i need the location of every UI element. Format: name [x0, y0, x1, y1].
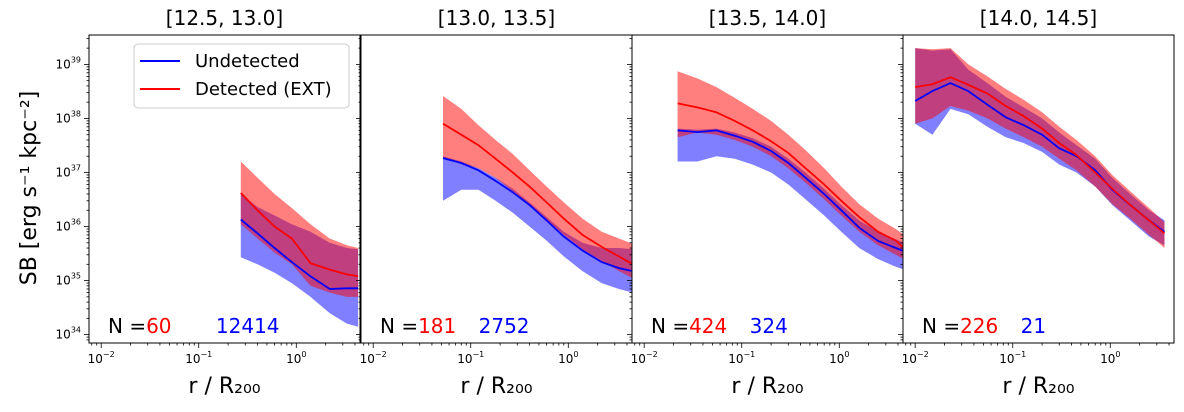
x-axis-title: r / R₂₀₀: [731, 374, 803, 399]
detected-line: [677, 102, 903, 249]
detected-line: [915, 76, 1166, 234]
panel-title: [12.5, 13.0]: [166, 6, 283, 30]
legend-label-detected: Detected (EXT): [195, 79, 332, 100]
x-axis-title: r / R₂₀₀: [188, 374, 260, 399]
panel-title: [13.0, 13.5]: [438, 6, 555, 30]
x-axis: 10−2 10−1 100: [360, 343, 628, 366]
panel-4: [14.0, 14.5] 10−2 10−1 100 r / R₂₀₀ N =226 21: [898, 6, 1175, 399]
detected-band: [443, 96, 632, 278]
legend-box: [133, 43, 350, 109]
x-tick-label: 100: [286, 350, 306, 366]
y-tick-label: 1038: [56, 109, 81, 125]
x-tick-label: 10−2: [360, 350, 387, 366]
panel-data: [442, 96, 632, 293]
undetected-line: [677, 129, 903, 252]
count-label: N =181 2752: [380, 314, 530, 338]
x-tick-label: 10−2: [88, 350, 115, 366]
y-tick-label: 1034: [56, 326, 81, 342]
panel-data: [240, 161, 359, 327]
panel-data: [677, 71, 903, 270]
y-tick-label: 1039: [56, 55, 81, 71]
undetected-line: [442, 157, 632, 272]
x-tick-label: 10−2: [631, 350, 658, 366]
undetected-band: [443, 156, 632, 293]
x-tick-label: 10−1: [185, 350, 212, 366]
x-tick-label: 10−2: [902, 350, 929, 366]
count-label: N =424 324: [651, 314, 788, 338]
panel-3: [13.5, 14.0] 10−2 10−1 100 r / R₂₀₀ N =424 32…: [627, 6, 904, 399]
y-tick-label: 1035: [56, 272, 81, 288]
count-label: N =226 21: [922, 314, 1046, 338]
y-axis: [627, 38, 632, 341]
y-axis: [356, 38, 361, 341]
legend-label-undetected: Undetected: [195, 51, 300, 72]
detected-line: [442, 122, 632, 265]
x-axis: 10−2 10−1 100: [631, 343, 899, 366]
count-label: N =60 12414: [108, 314, 280, 338]
panel-title: [13.5, 14.0]: [709, 6, 826, 30]
x-tick-label: 10−1: [457, 350, 484, 366]
x-axis-title: r / R₂₀₀: [1002, 374, 1074, 399]
y-axis-title: SB [erg s⁻¹ kpc⁻²]: [17, 91, 42, 286]
x-tick-label: 100: [558, 350, 578, 366]
detected-band: [240, 161, 359, 297]
y-tick-label: 1037: [56, 163, 81, 179]
undetected-band: [677, 128, 903, 270]
x-tick-label: 100: [829, 350, 849, 366]
y-tick-label: 1036: [56, 218, 81, 234]
x-tick-label: 10−1: [728, 350, 755, 366]
panel-title: [14.0, 14.5]: [980, 6, 1097, 30]
panel-data: [914, 48, 1166, 248]
x-axis: 10−2 10−1 100: [88, 343, 356, 366]
panel-frame: [631, 34, 904, 344]
x-tick-label: 10−1: [999, 350, 1026, 366]
y-axis: 1034 1035 1036 1037 1038 1039: [56, 38, 89, 342]
legend: Undetected Detected (EXT): [133, 43, 350, 109]
chart-global-layer: SB [erg s⁻¹ kpc⁻²]: [17, 91, 42, 286]
undetected-line: [240, 218, 359, 290]
detected-line: [240, 192, 359, 278]
x-axis-title: r / R₂₀₀: [460, 374, 532, 399]
panel-2: [13.0, 13.5] 10−2 10−1 100 r / R₂₀₀ N =181 27…: [356, 6, 633, 399]
x-axis: 10−2 10−1 100: [902, 343, 1170, 366]
y-axis: [898, 38, 903, 341]
x-tick-label: 100: [1100, 350, 1120, 366]
